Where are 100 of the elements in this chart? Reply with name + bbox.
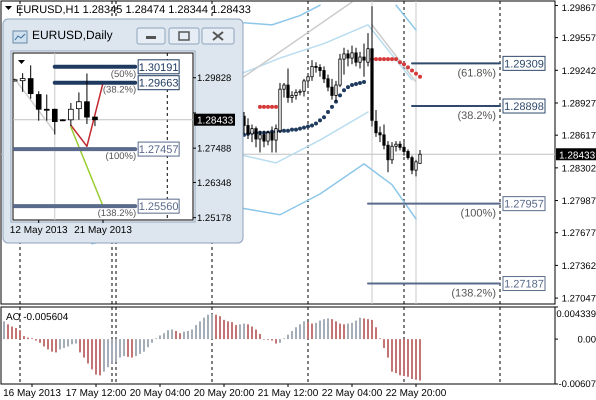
point (390, 57, 394, 62)
annotation: (138.2%) (451, 288, 496, 300)
annotation: (38.2%) (457, 110, 496, 122)
y-tick-label: 1.29557 (562, 33, 596, 44)
point (302, 126, 306, 130)
candlestick (374, 109, 378, 138)
candlestick (314, 62, 318, 74)
point (286, 128, 290, 133)
point (342, 88, 346, 92)
candlestick (358, 51, 362, 69)
point (258, 104, 262, 109)
point (266, 104, 270, 109)
ref-line-label: 1.28433 (197, 116, 234, 127)
candlestick (84, 72, 90, 125)
y-tick-label: -0.00607 (558, 379, 596, 390)
chart-title: EURUSD,H1 1.28345 1.28474 1.28344 1.28433 (16, 4, 251, 16)
y-tick-label: 1.27362 (562, 260, 596, 272)
y-tick-label: 1.29828 (197, 73, 232, 84)
point (350, 83, 354, 88)
point (394, 57, 398, 62)
point (398, 60, 402, 64)
line-series (243, 111, 369, 164)
ref-line-label: 1.28433 (559, 150, 596, 162)
y-tick-label: 0.004339 (556, 309, 596, 320)
y-tick-label: 1.29242 (562, 66, 596, 77)
point (338, 93, 342, 98)
point (378, 57, 382, 62)
y-tick-label: 0.00 (578, 334, 596, 346)
candlestick (28, 64, 34, 100)
candlestick (68, 102, 74, 127)
candlestick (318, 64, 322, 78)
candlestick (310, 60, 314, 82)
annotation: (100%) (106, 151, 136, 162)
point (406, 65, 410, 70)
y-tick-label: 1.27987 (562, 196, 596, 208)
point (354, 82, 358, 86)
candlestick (354, 47, 358, 67)
text: AO -0.005604 (6, 312, 69, 323)
candlestick (286, 68, 290, 104)
point (322, 115, 326, 120)
annotation: (38.2%) (102, 84, 136, 96)
point (314, 121, 318, 126)
candlestick (36, 90, 42, 122)
y-tick-label: 1.25178 (197, 213, 232, 224)
point (282, 128, 286, 133)
point (274, 104, 278, 109)
series-label: 1.27957 (504, 198, 544, 211)
series-label: 1.29309 (504, 58, 544, 70)
candlestick (302, 78, 306, 97)
candlestick (350, 45, 354, 65)
legend-label: 1.29663 (138, 78, 179, 90)
point (270, 104, 274, 109)
point (290, 128, 294, 132)
annotation: (138.2%) (98, 208, 136, 220)
point (262, 104, 266, 109)
x-tick-label: 16 May 2013 (3, 388, 62, 399)
x-tick-label: 12 May 2013 (10, 225, 68, 236)
y-tick-label: 1.28927 (562, 98, 596, 110)
x-tick-label: 22 May 04:00 (322, 388, 383, 399)
point (362, 80, 366, 84)
series-label: 1.27187 (504, 278, 544, 291)
x-tick-label: 17 May 12:00 (66, 388, 127, 399)
x-tick-label: 22 May 20:00 (386, 388, 447, 399)
point (402, 62, 406, 66)
point (410, 68, 414, 73)
series-label: 1.30191 (138, 62, 179, 74)
x-tick-label: 20 May 04:00 (130, 388, 191, 399)
x-tick-label: 21 May 12:00 (258, 388, 319, 399)
point (326, 110, 330, 114)
y-tick-label: 1.28617 (562, 130, 596, 142)
line-series (243, 24, 413, 81)
point (294, 128, 298, 132)
candlestick (390, 142, 394, 164)
point (306, 124, 310, 129)
candlestick (52, 108, 58, 136)
annotation: (61.8%) (457, 67, 496, 80)
y-tick-label: 1.29867 (562, 3, 596, 14)
series-label: 1.27457 (138, 144, 179, 156)
candlestick (330, 78, 334, 100)
candlestick (362, 43, 366, 78)
candlestick (294, 88, 298, 100)
x-tick-label: 20 May 20:00 (194, 388, 255, 399)
point (414, 72, 418, 76)
candlestick (20, 72, 26, 92)
series-label: 1.25560 (138, 201, 179, 214)
chart-title: EURUSD,Daily (32, 28, 113, 42)
point (374, 57, 378, 62)
y-tick-label: 1.27677 (562, 228, 596, 240)
candlestick (346, 49, 350, 67)
point (330, 104, 334, 109)
candlestick (326, 74, 330, 92)
x-tick-label: 21 May 2013 (74, 225, 132, 236)
point (346, 85, 350, 90)
point (358, 80, 362, 85)
y-tick-label: 1.27047 (562, 294, 596, 305)
point (298, 126, 302, 131)
annotation: (100%) (460, 208, 496, 220)
series-label: 1.28898 (504, 101, 544, 114)
point (418, 74, 422, 79)
annotation: (50%) (110, 68, 136, 80)
